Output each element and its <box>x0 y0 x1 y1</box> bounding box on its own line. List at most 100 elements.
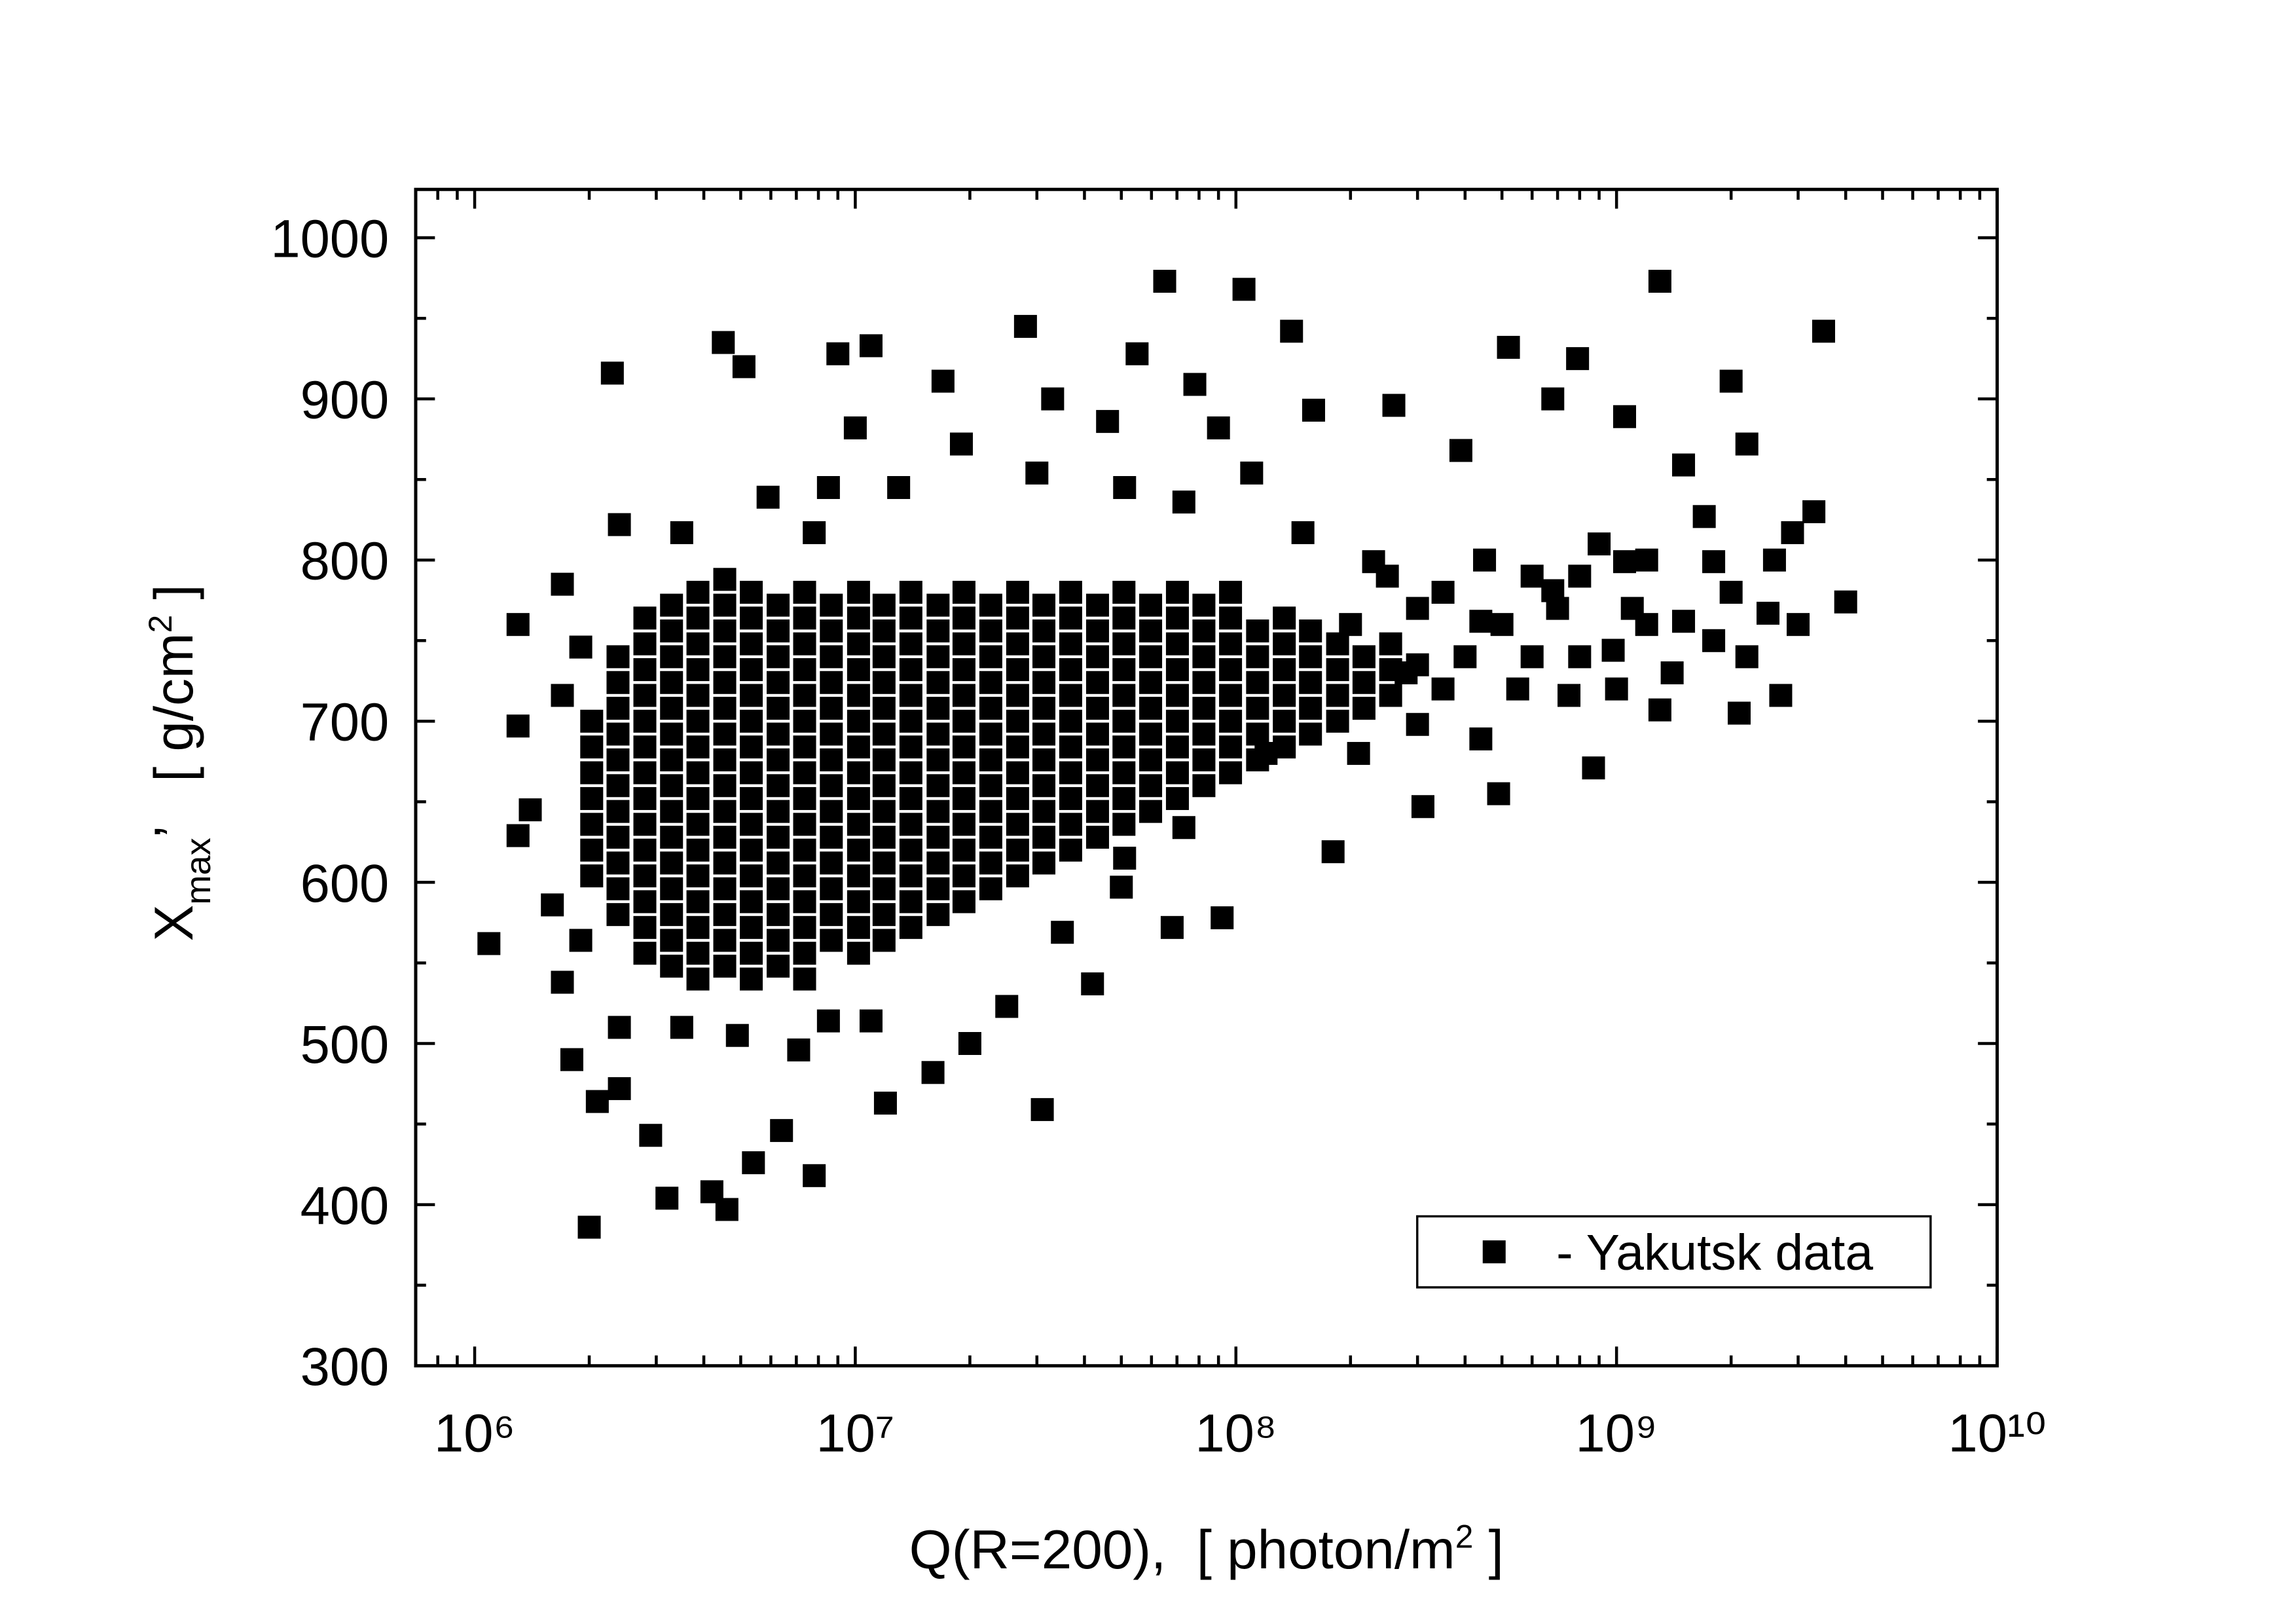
data-point <box>713 954 737 978</box>
data-point <box>1006 735 1029 759</box>
data-point <box>847 580 870 604</box>
data-point <box>949 432 973 456</box>
data-point <box>820 877 843 900</box>
data-point <box>793 658 816 682</box>
data-point <box>660 619 683 643</box>
data-point <box>899 606 922 630</box>
data-point <box>872 697 896 720</box>
data-point <box>686 606 710 630</box>
data-point <box>1165 761 1189 784</box>
data-point <box>872 929 896 952</box>
data-point <box>1246 671 1269 694</box>
y-axis-label: Xmax’ [ g/cm2 ] <box>142 584 218 941</box>
data-point <box>926 877 950 900</box>
data-point <box>1787 613 1810 637</box>
data-point <box>1192 671 1216 694</box>
data-point <box>899 890 922 913</box>
data-point <box>1605 677 1628 701</box>
data-point <box>899 786 922 810</box>
data-point <box>1153 270 1176 293</box>
data-point <box>820 593 843 617</box>
y-tick-label: 400 <box>301 1176 390 1236</box>
data-point <box>1558 684 1581 707</box>
data-point <box>793 942 816 965</box>
data-point <box>686 786 710 810</box>
y-axis-label-part: ’ [ g/cm <box>143 633 204 838</box>
x-tick-label: 10¹⁰ <box>1948 1404 2046 1464</box>
data-point <box>847 786 870 810</box>
data-point <box>1006 864 1029 888</box>
data-point <box>899 632 922 655</box>
data-point <box>686 735 710 759</box>
data-point <box>660 645 683 669</box>
data-point <box>1506 677 1529 701</box>
data-point <box>740 709 763 733</box>
data-point <box>979 851 1002 875</box>
data-point <box>872 619 896 643</box>
data-point <box>606 722 630 746</box>
data-point <box>1727 701 1751 725</box>
data-point <box>1112 606 1136 630</box>
data-point <box>686 580 710 604</box>
data-point <box>1613 550 1636 574</box>
data-point <box>1059 838 1082 862</box>
data-point <box>713 929 737 952</box>
data-point <box>1051 921 1074 944</box>
data-point <box>1165 786 1189 810</box>
data-point <box>1085 697 1109 720</box>
data-point <box>1032 593 1056 617</box>
data-point <box>1006 632 1029 655</box>
data-point <box>1165 632 1189 655</box>
data-point <box>926 645 950 669</box>
data-point <box>1165 709 1189 733</box>
x-tick-label: 10⁷ <box>816 1404 894 1464</box>
data-point <box>1059 658 1082 682</box>
data-point <box>872 645 896 669</box>
data-point <box>1032 851 1056 875</box>
data-point <box>1352 697 1376 720</box>
data-point <box>1112 813 1136 836</box>
data-point <box>686 942 710 965</box>
data-point <box>1085 645 1109 669</box>
data-point <box>580 864 604 888</box>
data-point <box>713 722 737 746</box>
data-point <box>713 593 737 617</box>
data-point <box>1085 800 1109 823</box>
data-point <box>899 915 922 939</box>
data-point <box>767 800 790 823</box>
data-point <box>1246 722 1269 746</box>
data-point <box>608 1016 631 1039</box>
data-point <box>633 942 657 965</box>
data-point <box>713 748 737 771</box>
data-point <box>1246 619 1269 643</box>
data-point <box>740 786 763 810</box>
data-point <box>1165 606 1189 630</box>
data-point <box>1219 709 1243 733</box>
data-point <box>899 864 922 888</box>
data-point <box>740 813 763 836</box>
data-point <box>793 890 816 913</box>
data-point <box>1125 342 1149 365</box>
data-point <box>660 748 683 771</box>
data-point <box>1382 394 1406 417</box>
data-point <box>926 903 950 927</box>
data-point <box>872 851 896 875</box>
legend-marker <box>1482 1240 1506 1264</box>
data-point <box>606 671 630 694</box>
data-point <box>1165 580 1189 604</box>
data-point <box>1326 632 1349 655</box>
data-point <box>979 800 1002 823</box>
data-point <box>1085 593 1109 617</box>
data-point <box>606 851 630 875</box>
data-point <box>1469 610 1493 633</box>
data-point <box>713 877 737 900</box>
data-point <box>740 942 763 965</box>
data-point <box>655 1187 679 1210</box>
data-point <box>1006 580 1029 604</box>
plot-frame <box>414 187 1999 1368</box>
data-point <box>1112 761 1136 784</box>
data-point <box>606 774 630 798</box>
data-point <box>1431 677 1455 701</box>
data-point <box>606 877 630 900</box>
